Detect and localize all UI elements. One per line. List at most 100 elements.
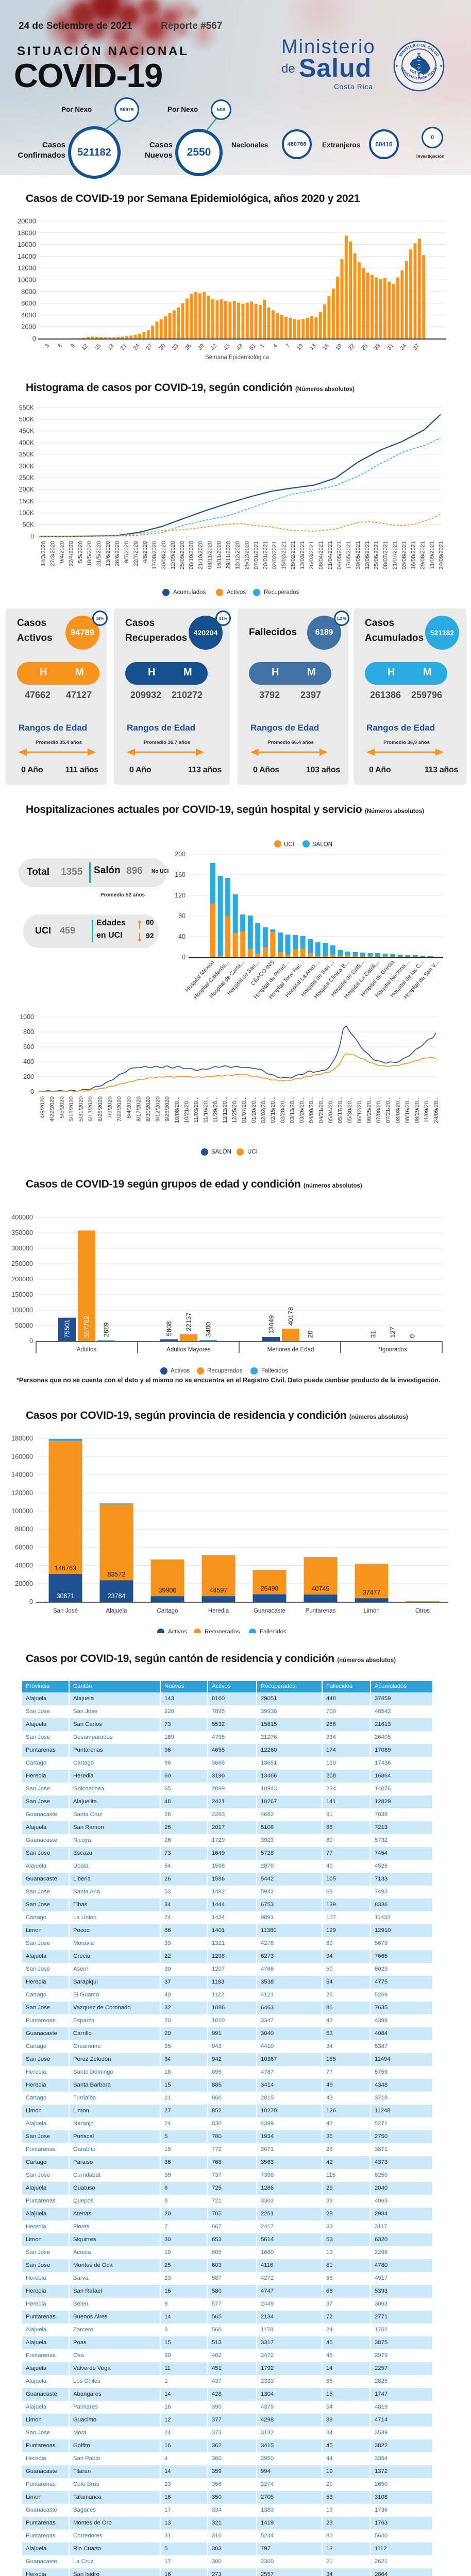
svg-text:8/4/2020: 8/4/2020	[126, 1096, 132, 1118]
svg-text:400: 400	[23, 1058, 34, 1065]
svg-text:26498: 26498	[261, 1585, 279, 1592]
svg-text:12/09/2020: 12/09/2020	[170, 541, 176, 569]
svg-text:39900: 39900	[159, 1587, 177, 1594]
svg-text:250000: 250000	[11, 1260, 33, 1267]
svg-text:06/12/20...: 06/12/20...	[357, 1096, 363, 1123]
svg-text:48: 48	[236, 343, 244, 351]
svg-text:25: 25	[360, 343, 369, 351]
svg-text:5/5/2020: 5/5/2020	[59, 1096, 65, 1118]
svg-text:6: 6	[57, 343, 63, 349]
svg-text:7/9/2020: 7/9/2020	[107, 1096, 113, 1118]
svg-text:15: 15	[93, 343, 102, 351]
svg-text:37: 37	[412, 343, 420, 351]
svg-text:60000: 60000	[15, 1544, 33, 1551]
svg-text:06/25/20...: 06/25/20...	[366, 1096, 372, 1123]
svg-text:08/10/2020: 08/10/2020	[189, 541, 195, 569]
svg-text:08/03/20...: 08/03/20...	[395, 1096, 401, 1123]
svg-text:22/4/2020: 22/4/2020	[68, 541, 74, 566]
svg-text:800: 800	[23, 1028, 34, 1036]
svg-text:Guanacaste: Guanacaste	[254, 1608, 285, 1614]
svg-text:30671: 30671	[57, 1592, 75, 1600]
svg-text:0: 0	[30, 533, 34, 540]
svg-text:40178: 40178	[287, 1307, 295, 1326]
svg-text:*Personas que no se cuenta con: *Personas que no se cuenta con el dato y…	[16, 1377, 440, 1384]
svg-text:150000: 150000	[11, 1291, 33, 1298]
svg-text:Limón: Limón	[363, 1608, 379, 1614]
svg-text:42: 42	[210, 343, 218, 351]
svg-text:10000: 10000	[18, 276, 36, 284]
svg-text:03/11/2020: 03/11/2020	[207, 541, 213, 569]
svg-text:Recuperados: Recuperados	[205, 1629, 240, 1633]
svg-text:05/17/20...: 05/17/20...	[338, 1096, 344, 1123]
svg-text:21: 21	[119, 343, 128, 351]
svg-text:21/04/2021: 21/04/2021	[327, 541, 333, 569]
svg-text:17/05/2021: 17/05/2021	[346, 541, 352, 569]
svg-text:16000: 16000	[18, 241, 36, 248]
svg-text:80: 80	[178, 912, 186, 920]
svg-text:0: 0	[29, 1337, 33, 1345]
svg-text:*Ignorados: *Ignorados	[378, 1347, 407, 1353]
svg-text:25/06/2021: 25/06/2021	[374, 541, 380, 569]
svg-text:357762: 357762	[83, 1316, 91, 1338]
svg-text:25/12/2020: 25/12/2020	[244, 541, 250, 569]
svg-text:127: 127	[389, 1327, 397, 1338]
svg-text:12/12/2020: 12/12/2020	[234, 541, 241, 569]
svg-text:26/6/2020: 26/6/2020	[114, 541, 121, 566]
svg-text:05/04/20...: 05/04/20...	[328, 1096, 334, 1123]
svg-text:Puntarenas: Puntarenas	[306, 1608, 336, 1614]
svg-text:28: 28	[373, 343, 382, 351]
svg-text:160000: 160000	[11, 1453, 33, 1460]
svg-text:4/22/2020: 4/22/2020	[49, 1096, 56, 1122]
svg-text:30/08/2020: 30/08/2020	[161, 541, 167, 569]
svg-text:16/11/2020: 16/11/2020	[216, 541, 223, 569]
svg-text:19: 19	[334, 343, 343, 351]
svg-text:6/26/2020: 6/26/2020	[97, 1096, 104, 1122]
svg-text:02/02/2021: 02/02/2021	[272, 541, 278, 569]
svg-text:6/13/2020: 6/13/2020	[88, 1096, 94, 1122]
svg-text:9/7/2020: 9/7/2020	[124, 541, 130, 563]
svg-text:6000: 6000	[21, 299, 36, 307]
svg-text:03/13/20...: 03/13/20...	[289, 1096, 295, 1123]
svg-text:600: 600	[23, 1043, 34, 1050]
svg-text:11/09/2021: 11/09/2021	[429, 541, 435, 569]
svg-text:400000: 400000	[11, 1214, 33, 1221]
svg-text:02/28/20...: 02/28/20...	[280, 1096, 286, 1123]
svg-text:Fallecidos: Fallecidos	[261, 1368, 288, 1374]
svg-text:22137: 22137	[185, 1313, 193, 1331]
svg-text:Cartago: Cartago	[157, 1608, 178, 1614]
svg-text:44597: 44597	[210, 1587, 228, 1594]
svg-text:83572: 83572	[108, 1571, 126, 1578]
svg-text:200: 200	[175, 851, 186, 858]
svg-text:200: 200	[23, 1073, 34, 1080]
svg-text:1: 1	[259, 343, 266, 349]
svg-text:350000: 350000	[11, 1229, 33, 1236]
svg-text:180000: 180000	[11, 1435, 33, 1442]
svg-text:80000: 80000	[15, 1526, 33, 1533]
svg-text:Activos: Activos	[171, 1368, 190, 1374]
svg-text:12/06/2021: 12/06/2021	[364, 541, 371, 569]
svg-text:30/05/2021: 30/05/2021	[355, 541, 361, 569]
svg-text:SALÓN: SALÓN	[211, 1148, 231, 1155]
svg-text:14000: 14000	[18, 252, 36, 260]
svg-text:5/18/2020: 5/18/2020	[69, 1096, 75, 1122]
svg-text:40: 40	[178, 933, 186, 940]
svg-text:Activos: Activos	[168, 1629, 187, 1633]
svg-text:140000: 140000	[11, 1471, 33, 1479]
svg-text:39: 39	[197, 343, 206, 351]
svg-text:14/3/2020: 14/3/2020	[41, 541, 47, 566]
svg-text:Otros: Otros	[415, 1608, 430, 1614]
svg-text:24/09/2021: 24/09/2021	[438, 541, 444, 569]
svg-text:20: 20	[307, 1331, 314, 1338]
svg-text:160: 160	[175, 871, 186, 878]
svg-text:75501: 75501	[63, 1319, 71, 1338]
svg-text:13449: 13449	[267, 1315, 275, 1334]
svg-text:4: 4	[272, 343, 279, 349]
svg-text:40745: 40745	[312, 1585, 330, 1592]
svg-text:50K: 50K	[23, 521, 35, 528]
svg-text:45: 45	[223, 343, 231, 351]
svg-text:120000: 120000	[11, 1489, 33, 1497]
svg-text:4000: 4000	[21, 311, 36, 319]
svg-text:13/6/2020: 13/6/2020	[105, 541, 111, 566]
svg-text:3480: 3480	[205, 1322, 212, 1337]
svg-text:8000: 8000	[21, 287, 36, 295]
